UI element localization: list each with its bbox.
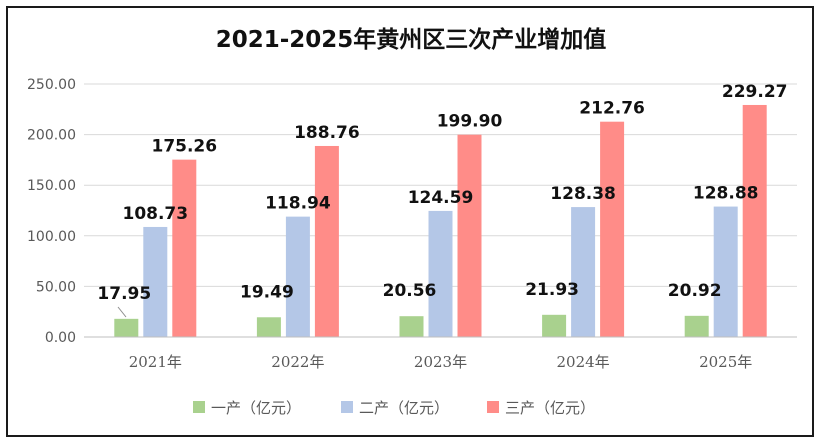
x-tick-label: 2025年 xyxy=(699,353,752,371)
data-label: 229.27 xyxy=(722,82,788,102)
legend: 一产（亿元） 二产（亿元） 三产（亿元） xyxy=(193,399,595,417)
data-label: 188.76 xyxy=(294,123,360,143)
x-axis: 2021年 2022年 2023年 2024年 2025年 xyxy=(84,336,797,371)
data-label: 128.88 xyxy=(693,184,759,204)
bar-3-2025年 xyxy=(742,104,767,337)
data-label: 175.26 xyxy=(151,137,217,157)
x-tick-label: 2024年 xyxy=(557,353,610,371)
bar-3-2023年 xyxy=(457,134,482,337)
data-labels: 17.95 108.73 175.26 19.49 118.94 188.76 20.56 1… xyxy=(97,82,788,318)
bar-1-2025年 xyxy=(684,315,709,337)
data-label: 21.93 xyxy=(525,280,579,300)
data-label: 199.90 xyxy=(437,112,503,132)
legend-label: 三产（亿元） xyxy=(505,399,595,417)
y-tick-label: 50.00 xyxy=(36,279,76,295)
data-label: 118.94 xyxy=(265,194,331,214)
y-tick-label: 250.00 xyxy=(27,77,76,93)
legend-swatch xyxy=(193,401,205,413)
legend-label: 一产（亿元） xyxy=(211,399,301,417)
chart-frame xyxy=(6,6,814,437)
data-label: 20.92 xyxy=(668,281,722,301)
data-label: 128.38 xyxy=(550,184,616,204)
bar-1-2022年 xyxy=(256,317,281,337)
bar-1-2021年 xyxy=(114,318,139,337)
data-label: 108.73 xyxy=(122,204,188,224)
y-tick-label: 0.00 xyxy=(45,330,76,346)
chart-title: 2021-2025年黄州区三次产业增加值 xyxy=(216,26,607,53)
bar-2-2024年 xyxy=(571,207,596,337)
data-label: 17.95 xyxy=(97,284,151,304)
bar-1-2023年 xyxy=(399,316,424,337)
data-label: 20.56 xyxy=(383,281,437,301)
bar-1-2024年 xyxy=(542,314,567,337)
leader-line xyxy=(117,306,127,318)
y-axis: 0.00 50.00 100.00 150.00 200.00 250.00 xyxy=(27,77,76,346)
x-tick-label: 2021年 xyxy=(129,353,182,371)
bar-3-2024年 xyxy=(600,121,625,337)
legend-swatch xyxy=(487,401,499,413)
bar-2-2023年 xyxy=(428,210,453,337)
y-tick-label: 100.00 xyxy=(27,229,76,245)
data-label: 212.76 xyxy=(579,99,645,119)
x-tick-label: 2022年 xyxy=(271,353,324,371)
legend-label: 二产（亿元） xyxy=(359,399,449,417)
y-tick-label: 150.00 xyxy=(27,178,76,194)
bar-3-2022年 xyxy=(314,145,339,337)
bar-2-2025年 xyxy=(713,206,738,337)
bar-3-2021年 xyxy=(172,159,197,337)
data-label: 124.59 xyxy=(408,188,474,208)
x-tick-label: 2023年 xyxy=(414,353,467,371)
y-tick-label: 200.00 xyxy=(27,128,76,144)
bars xyxy=(114,104,767,337)
bar-2-2022年 xyxy=(285,216,310,337)
data-label: 19.49 xyxy=(240,282,294,302)
bar-2-2021年 xyxy=(143,226,168,337)
legend-swatch xyxy=(341,401,353,413)
